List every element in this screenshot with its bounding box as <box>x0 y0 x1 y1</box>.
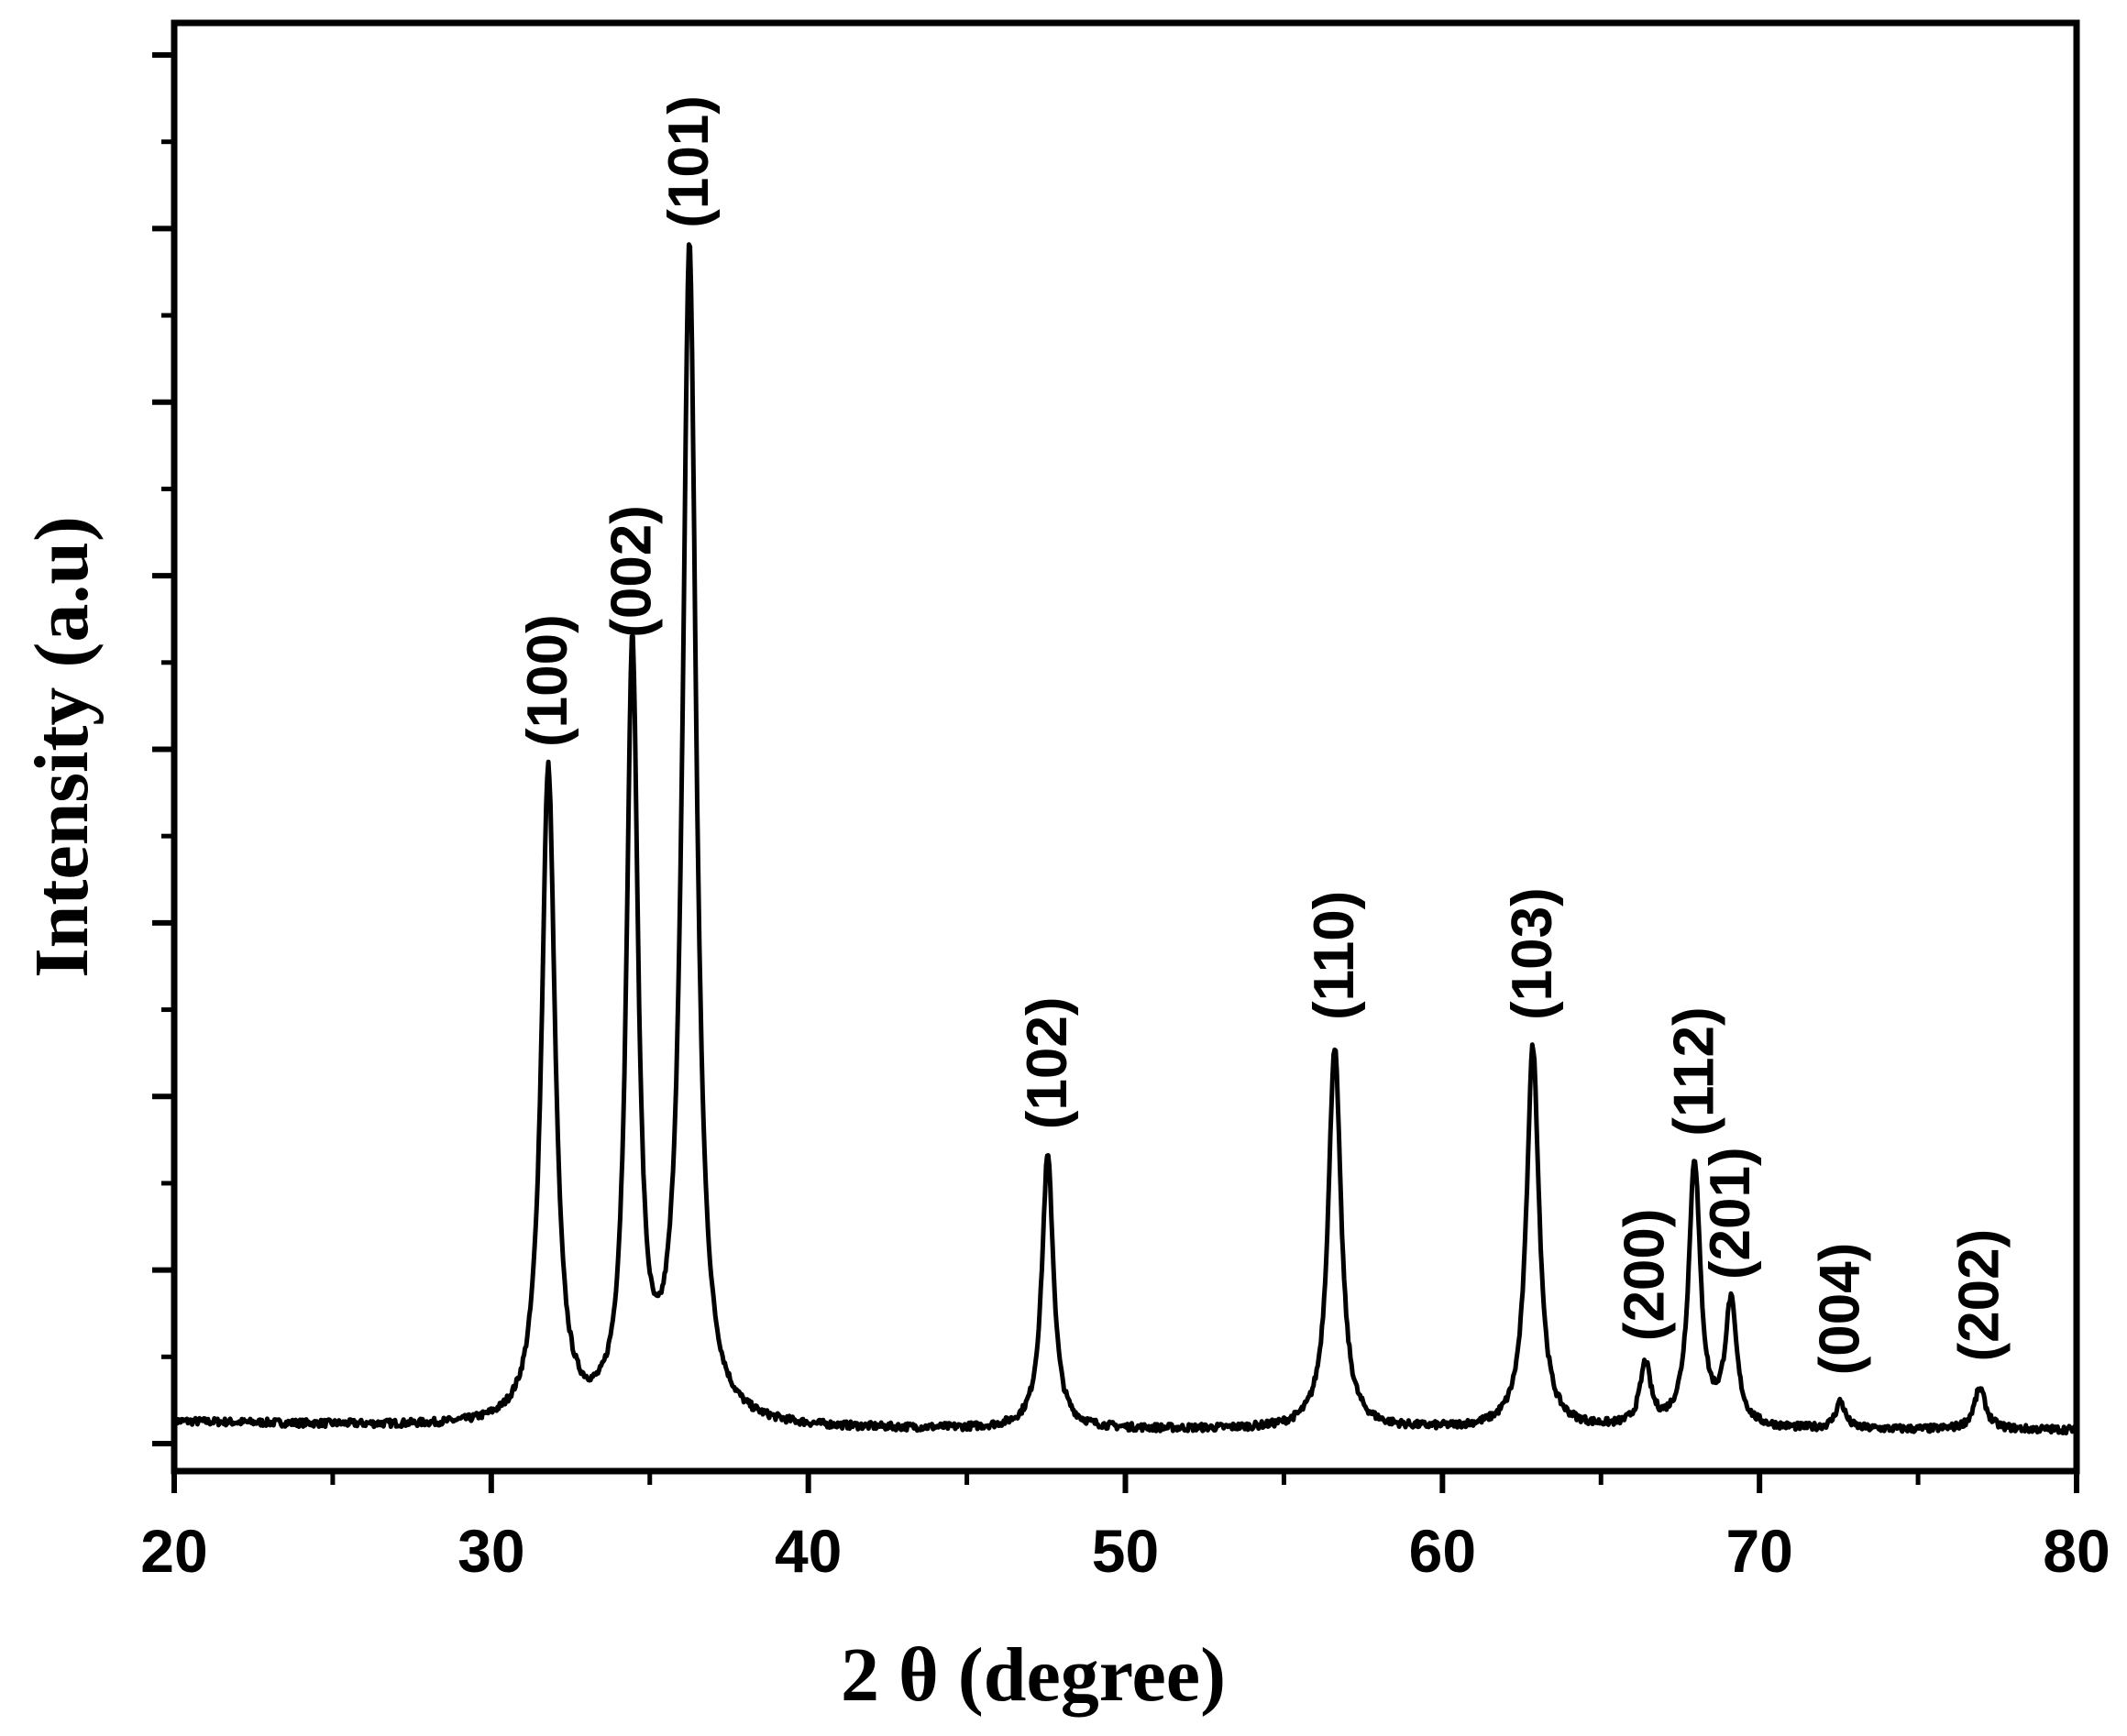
peak-label: (200) <box>1614 1208 1677 1341</box>
peak-label: (101) <box>657 95 721 228</box>
plot-frame <box>171 19 2080 1475</box>
peak-label: (112) <box>1662 1006 1725 1136</box>
peak-label: (102) <box>1016 996 1079 1129</box>
x-tick-label: 20 <box>140 1517 207 1585</box>
peak-label: (002) <box>601 505 664 638</box>
x-axis-title: 2 θ (degree) <box>841 1632 1226 1718</box>
x-axis-ticks <box>171 1471 2079 1493</box>
x-tick-label: 80 <box>2043 1517 2110 1585</box>
peak-label: (100) <box>516 614 579 747</box>
peak-label: (004) <box>1808 1243 1871 1376</box>
peak-label: (201) <box>1699 1147 1762 1280</box>
y-axis-ticks <box>152 52 174 1446</box>
x-tick-label: 60 <box>1409 1517 1476 1585</box>
y-axis-title: Intensity (a.u) <box>19 516 105 978</box>
x-axis-tick-labels: 20 30 40 50 60 70 80 <box>140 1517 2110 1585</box>
xrd-pattern-line <box>171 242 2079 1436</box>
x-tick-label: 40 <box>775 1517 842 1585</box>
peak-label: (110) <box>1303 891 1366 1020</box>
x-tick-label: 30 <box>457 1517 524 1585</box>
x-tick-label: 50 <box>1092 1517 1159 1585</box>
peak-labels: (100) (002) (101) (102) (110) (103) (200) (112)… <box>516 95 2011 1375</box>
x-tick-label: 70 <box>1725 1517 1792 1585</box>
peak-label: (103) <box>1501 887 1564 1020</box>
peak-label: (202) <box>1948 1229 2011 1362</box>
